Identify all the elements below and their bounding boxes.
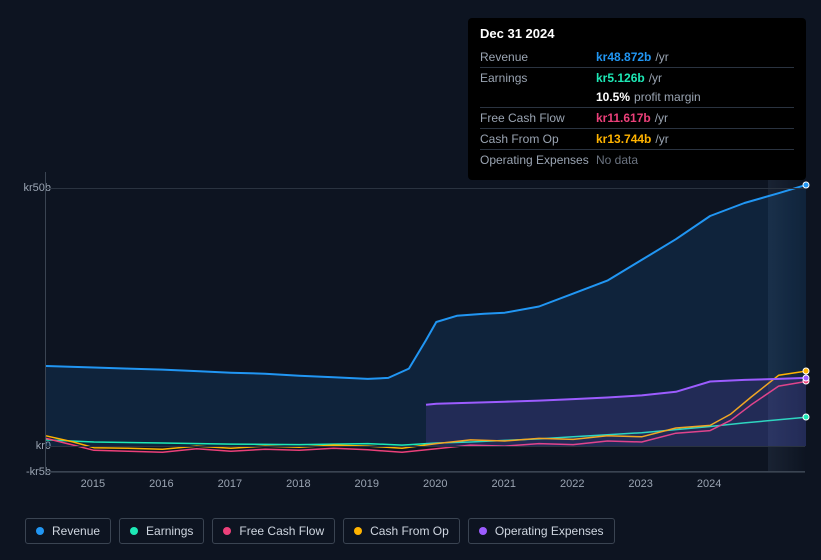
tooltip-row: Free Cash Flowkr11.617b/yr [480,107,794,128]
gridline [46,472,805,473]
tooltip-row-value: kr5.126b/yr [596,71,662,85]
x-axis-tick: 2019 [355,478,379,490]
tooltip-row: Earningskr5.126b/yr [480,67,794,88]
legend-item[interactable]: Earnings [119,518,204,544]
tooltip-row-value: kr11.617b/yr [596,111,668,125]
series-end-marker-revenue [803,181,810,188]
gridline [46,446,805,447]
x-axis: 2015 2016 2017 2018 2019 2020 2021 2022 2023 2024 [45,478,805,498]
x-axis-tick: 2023 [628,478,652,490]
legend-item[interactable]: Revenue [25,518,111,544]
x-axis-tick: 2021 [491,478,515,490]
tooltip-row: Revenuekr48.872b/yr [480,47,794,67]
tooltip-row-label: Earnings [480,71,596,85]
tooltip-row-label: Operating Expenses [480,153,596,167]
tooltip-row-label: Cash From Op [480,132,596,146]
tooltip-row: Operating ExpensesNo data [480,149,794,170]
tooltip-row-value: No data [596,153,638,167]
legend-dot-icon [36,527,44,535]
legend-dot-icon [479,527,487,535]
legend-label: Operating Expenses [495,524,604,538]
series-end-marker-earnings [803,414,810,421]
legend-item[interactable]: Cash From Op [343,518,460,544]
x-axis-tick: 2022 [560,478,584,490]
x-axis-tick: 2017 [218,478,242,490]
tooltip-row-value: kr13.744b/yr [596,132,669,146]
x-axis-tick: 2016 [149,478,173,490]
x-axis-tick: 2015 [81,478,105,490]
legend-item[interactable]: Free Cash Flow [212,518,335,544]
tooltip-sub-row: 10.5%profit margin [480,88,794,107]
tooltip-row-label: Free Cash Flow [480,111,596,125]
gridline [46,188,805,189]
chart-legend: Revenue Earnings Free Cash Flow Cash From O… [25,518,615,544]
legend-dot-icon [130,527,138,535]
x-axis-tick: 2018 [286,478,310,490]
tooltip-date: Dec 31 2024 [480,26,794,41]
tooltip-row-label: Revenue [480,50,596,64]
series-end-marker-opex [803,374,810,381]
data-tooltip: Dec 31 2024 Revenuekr48.872b/yrEarningsk… [468,18,806,180]
legend-label: Cash From Op [370,524,449,538]
legend-item[interactable]: Operating Expenses [468,518,615,544]
x-axis-tick: 2020 [423,478,447,490]
legend-dot-icon [223,527,231,535]
tooltip-row: Cash From Opkr13.744b/yr [480,128,794,149]
chart-plot-area[interactable] [45,172,805,472]
tooltip-row-value: kr48.872b/yr [596,50,669,64]
legend-label: Revenue [52,524,100,538]
legend-label: Free Cash Flow [239,524,324,538]
legend-dot-icon [354,527,362,535]
x-axis-tick: 2024 [697,478,721,490]
legend-label: Earnings [146,524,193,538]
financial-chart: kr50bkr0-kr5b 20152016201720182019202020… [15,160,805,495]
